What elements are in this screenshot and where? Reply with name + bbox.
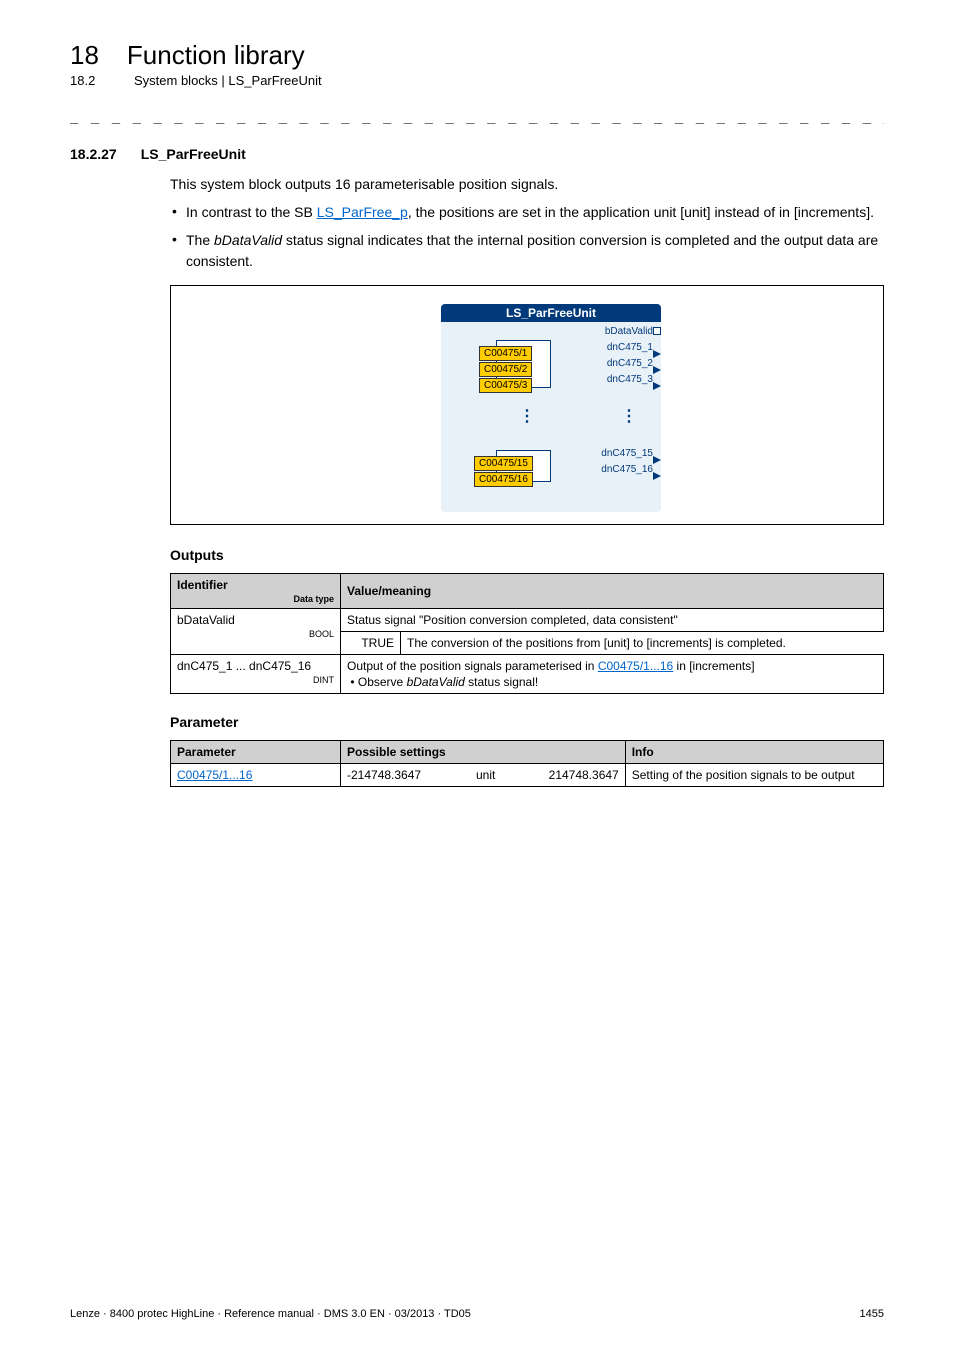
- footer-right: 1455: [860, 1308, 884, 1320]
- parameter-heading: Parameter: [170, 714, 884, 730]
- out-arrow-icon: [653, 350, 661, 358]
- bullet2-post: status signal indicates that the interna…: [186, 232, 878, 268]
- chapter-title: Function library: [127, 40, 305, 71]
- bullet2-em: bDataValid: [214, 232, 282, 248]
- dt-dint: DINT: [177, 675, 334, 685]
- param-c3: C00475/3: [479, 378, 532, 393]
- param-c16: C00475/16: [474, 472, 533, 487]
- vm-dn475-line2: • Observe bDataValid status signal!: [350, 675, 538, 689]
- sig-bdatavalid: bDataValid: [605, 326, 653, 337]
- bullet1-post: , the positions are set in the applicati…: [408, 204, 874, 220]
- section-heading: 18.2.27 LS_ParFreeUnit: [70, 146, 884, 162]
- section-number: 18.2.27: [70, 146, 117, 162]
- vm-bdatavalid: Status signal "Position conversion compl…: [341, 608, 884, 631]
- id-bdatavalid: bDataValid: [177, 613, 235, 627]
- cell-param-code: C00475/1...16: [171, 763, 341, 786]
- dt-bool: BOOL: [177, 629, 334, 639]
- out-arrow-icon: [653, 366, 661, 374]
- vm-dn475: Output of the position signals parameter…: [341, 654, 884, 693]
- cell-unit: unit: [463, 763, 508, 786]
- vdots-left-icon: ⋮: [519, 414, 535, 419]
- out-port-bool-icon: [653, 327, 661, 335]
- content-body: This system block outputs 16 parameteris…: [170, 176, 884, 787]
- subchapter-title: System blocks | LS_ParFreeUnit: [134, 73, 322, 88]
- param-link[interactable]: C00475/1...16: [598, 659, 673, 673]
- vm-dn475-pre: Output of the position signals parameter…: [347, 659, 598, 673]
- cell-true-desc: The conversion of the positions from [un…: [401, 631, 884, 654]
- param-c1: C00475/1: [479, 346, 532, 361]
- intro-text: This system block outputs 16 parameteris…: [170, 176, 884, 192]
- bullet-item-2: The bDataValid status signal indicates t…: [170, 230, 884, 271]
- out-arrow-icon: [653, 472, 661, 480]
- out-arrow-icon: [653, 382, 661, 390]
- vdots-right-icon: ⋮: [621, 414, 637, 419]
- out-arrow-icon: [653, 456, 661, 464]
- col-value-meaning: Value/meaning: [341, 573, 884, 608]
- bullet2-pre: The: [186, 232, 214, 248]
- cell-max: 214748.3647: [508, 763, 625, 786]
- col-possible-settings: Possible settings: [341, 740, 626, 763]
- sb-link[interactable]: LS_ParFree_p: [317, 204, 408, 220]
- sig-dn2: dnC475_2: [607, 358, 653, 369]
- sig-dn15: dnC475_15: [601, 448, 653, 459]
- chapter-number: 18: [70, 40, 99, 71]
- cell-true: TRUE: [341, 631, 401, 654]
- cell-bdatavalid: bDataValid BOOL: [171, 608, 341, 654]
- sig-dn16: dnC475_16: [601, 464, 653, 475]
- footer-left: Lenze · 8400 protec HighLine · Reference…: [70, 1308, 471, 1320]
- subchapter-number: 18.2: [70, 73, 106, 88]
- cell-min: -214748.3647: [341, 763, 464, 786]
- sig-dn1: dnC475_1: [607, 342, 653, 353]
- col-info: Info: [625, 740, 883, 763]
- diagram-body: C00475/1 C00475/2 C00475/3 ⋮ C00475/15 C…: [441, 322, 661, 512]
- col-identifier: Identifier Data type: [171, 573, 341, 608]
- col-datatype-label: Data type: [177, 594, 334, 604]
- block-diagram: LS_ParFreeUnit C00475/1 C00475/2 C00475/…: [170, 285, 884, 525]
- diagram-title: LS_ParFreeUnit: [441, 304, 661, 322]
- col-parameter: Parameter: [171, 740, 341, 763]
- cell-dn475: dnC475_1 ... dnC475_16 DINT: [171, 654, 341, 693]
- bullet-item-1: In contrast to the SB LS_ParFree_p, the …: [170, 202, 884, 222]
- id-dn475: dnC475_1 ... dnC475_16: [177, 659, 311, 673]
- page-footer: Lenze · 8400 protec HighLine · Reference…: [70, 1308, 884, 1320]
- section-title: LS_ParFreeUnit: [141, 146, 246, 162]
- outputs-table: Identifier Data type Value/meaning bData…: [170, 573, 884, 694]
- vm-dn475-post: in [increments]: [673, 659, 754, 673]
- col-identifier-label: Identifier: [177, 578, 228, 592]
- param-code-link[interactable]: C00475/1...16: [177, 768, 252, 782]
- bullet-list: In contrast to the SB LS_ParFree_p, the …: [170, 202, 884, 271]
- parameter-table: Parameter Possible settings Info C00475/…: [170, 740, 884, 787]
- param-c15: C00475/15: [474, 456, 533, 471]
- outputs-heading: Outputs: [170, 547, 884, 563]
- bullet1-pre: In contrast to the SB: [186, 204, 317, 220]
- sig-dn3: dnC475_3: [607, 374, 653, 385]
- param-c2: C00475/2: [479, 362, 532, 377]
- cell-info: Setting of the position signals to be ou…: [625, 763, 883, 786]
- page-header: 18 Function library 18.2 System blocks |…: [70, 40, 884, 88]
- separator-line: _ _ _ _ _ _ _ _ _ _ _ _ _ _ _ _ _ _ _ _ …: [70, 108, 884, 124]
